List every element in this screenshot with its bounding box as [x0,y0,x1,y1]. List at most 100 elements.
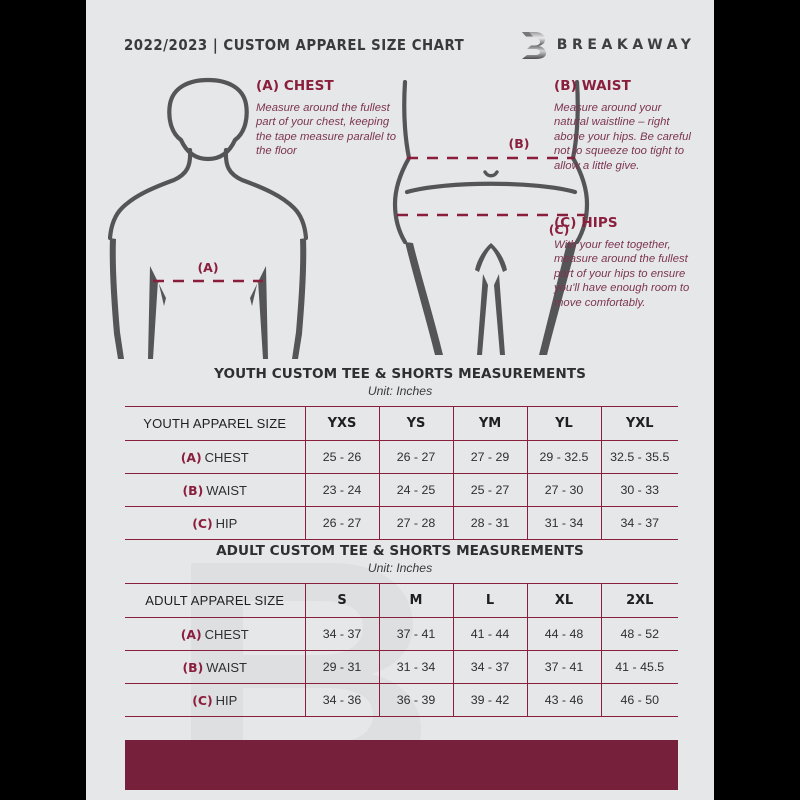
table-cell: 29 - 31 [305,650,380,684]
table-row: (C) HIP 26 - 27 27 - 28 28 - 31 31 - 34 34 - 3… [125,506,678,540]
youth-table-body: YOUTH APPAREL SIZE YXS YS YM YL YXL (A) CHEST 25… [125,406,678,540]
size-chart-page: 2022/2023 | CUSTOM APPAREL SIZE CHART BR… [86,0,714,800]
youth-size-header-ys: YS [379,406,454,441]
brand-lockup: BREAKAWAY [520,30,696,60]
hip-measure-label: (C) [549,222,570,237]
youth-row-label-chest: (A) CHEST [125,440,306,474]
adult-size-header-xl: XL [527,583,602,618]
table-cell: 43 - 46 [527,683,602,717]
table-cell: 48 - 52 [601,617,678,651]
measure-tag: (A) [180,449,202,465]
table-cell: 44 - 48 [527,617,602,651]
adult-row-label-chest: (A) CHEST [125,617,306,651]
table-row: (A) CHEST 34 - 37 37 - 41 41 - 44 44 - 48 48 -… [125,617,678,651]
adult-apparel-size-label: ADULT APPAREL SIZE [125,583,306,618]
adult-table-unit: Unit: Inches [367,561,433,575]
adult-size-header-l: L [453,583,528,618]
youth-size-header-ym: YM [453,406,528,441]
table-cell: 28 - 31 [453,506,528,540]
table-row: (B) WAIST 29 - 31 31 - 34 34 - 37 37 - 41 41 -… [125,650,678,684]
measure-tag: (A) [180,626,202,642]
table-cell: 34 - 36 [305,683,380,717]
table-cell: 34 - 37 [453,650,528,684]
callout-waist-body: Measure around your natural waistline – … [554,102,691,172]
table-cell: 30 - 33 [601,473,678,507]
table-cell: 26 - 27 [305,506,380,540]
brand-name: BREAKAWAY [556,37,696,53]
footer-accent-bar [125,740,678,790]
youth-size-table-block: YOUTH CUSTOM TEE & SHORTS MEASUREMENTS U… [86,366,714,540]
table-cell: 37 - 41 [379,617,454,651]
page-title: 2022/2023 | CUSTOM APPAREL SIZE CHART [124,36,465,54]
measure-name: CHEST [204,449,249,465]
table-cell: 39 - 42 [453,683,528,717]
table-cell: 41 - 44 [453,617,528,651]
measurement-illustrations: (A) [86,70,714,360]
adult-row-label-waist: (B) WAIST [125,650,306,684]
table-cell: 34 - 37 [601,506,678,540]
table-cell: 31 - 34 [379,650,454,684]
table-cell: 32.5 - 35.5 [601,440,678,474]
breakaway-b-logo-icon [521,32,546,59]
youth-size-header-yxs: YXS [305,406,380,441]
callout-waist: (B) WAIST Measure around your natural wa… [554,78,699,173]
measure-name: HIP [215,515,238,531]
youth-row-label-waist: (B) WAIST [125,473,306,507]
table-row: (C) HIP 34 - 36 36 - 39 39 - 42 43 - 46 46 - 5… [125,683,678,717]
page-header: 2022/2023 | CUSTOM APPAREL SIZE CHART BR… [86,28,714,62]
callout-hips: (C) HIPS With your feet together, measur… [554,215,699,310]
measure-name: HIP [215,692,238,708]
measure-name: WAIST [206,659,247,675]
adult-size-header-s: S [305,583,380,618]
callout-hips-title: (C) HIPS [554,215,618,231]
youth-size-header-yl: YL [527,406,602,441]
youth-size-table: YOUTH APPAREL SIZE YXS YS YM YL YXL (A) CHEST 25… [125,406,678,540]
youth-row-label-hip: (C) HIP [125,506,306,540]
table-cell: 27 - 30 [527,473,602,507]
table-cell: 41 - 45.5 [601,650,678,684]
adult-row-label-hip: (C) HIP [125,683,306,717]
measure-name: WAIST [206,482,247,498]
youth-apparel-size-label: YOUTH APPAREL SIZE [125,406,306,441]
table-cell: 25 - 26 [305,440,380,474]
callout-chest: (A) CHEST Measure around the fullest par… [256,78,406,159]
adult-size-table-block: ADULT CUSTOM TEE & SHORTS MEASUREMENTS U… [86,543,714,717]
waist-measure-label: (B) [509,136,530,151]
youth-table-title: YOUTH CUSTOM TEE & SHORTS MEASUREMENTS [214,366,586,382]
measure-tag: (B) [182,659,204,675]
measure-tag: (C) [192,692,213,708]
torso-figure-illustration: (A) [108,77,308,359]
callout-chest-body: Measure around the fullest part of your … [256,102,397,158]
adult-header-row: ADULT APPAREL SIZE S M L XL 2XL [125,583,678,618]
measure-name: CHEST [204,626,249,642]
table-row: (A) CHEST 25 - 26 26 - 27 27 - 29 29 - 32.5 32… [125,440,678,474]
callout-waist-title: (B) WAIST [554,78,631,94]
adult-size-header-2xl: 2XL [601,583,678,618]
chest-measure-label: (A) [197,260,218,275]
table-cell: 27 - 28 [379,506,454,540]
adult-size-header-m: M [379,583,454,618]
adult-table-title: ADULT CUSTOM TEE & SHORTS MEASUREMENTS [216,543,584,559]
table-cell: 25 - 27 [453,473,528,507]
table-cell: 23 - 24 [305,473,380,507]
table-cell: 27 - 29 [453,440,528,474]
table-cell: 26 - 27 [379,440,454,474]
table-row: (B) WAIST 23 - 24 24 - 25 25 - 27 27 - 30 30 -… [125,473,678,507]
lower-body-figure-illustration: (B) (C) [392,80,590,355]
youth-table-unit: Unit: Inches [367,384,433,398]
table-cell: 34 - 37 [305,617,380,651]
table-cell: 29 - 32.5 [527,440,602,474]
callout-chest-title: (A) CHEST [256,78,334,94]
table-cell: 37 - 41 [527,650,602,684]
table-cell: 24 - 25 [379,473,454,507]
measure-tag: (C) [192,515,213,531]
youth-size-header-yxl: YXL [601,406,678,441]
table-cell: 31 - 34 [527,506,602,540]
measure-tag: (B) [182,482,204,498]
youth-header-row: YOUTH APPAREL SIZE YXS YS YM YL YXL [125,406,678,441]
table-cell: 36 - 39 [379,683,454,717]
table-cell: 46 - 50 [601,683,678,717]
callout-hips-body: With your feet together, measure around … [554,239,690,309]
adult-size-table: ADULT APPAREL SIZE S M L XL 2XL (A) CHEST 34 - 3… [125,583,678,717]
adult-table-body: ADULT APPAREL SIZE S M L XL 2XL (A) CHEST 34 - 3… [125,583,678,717]
